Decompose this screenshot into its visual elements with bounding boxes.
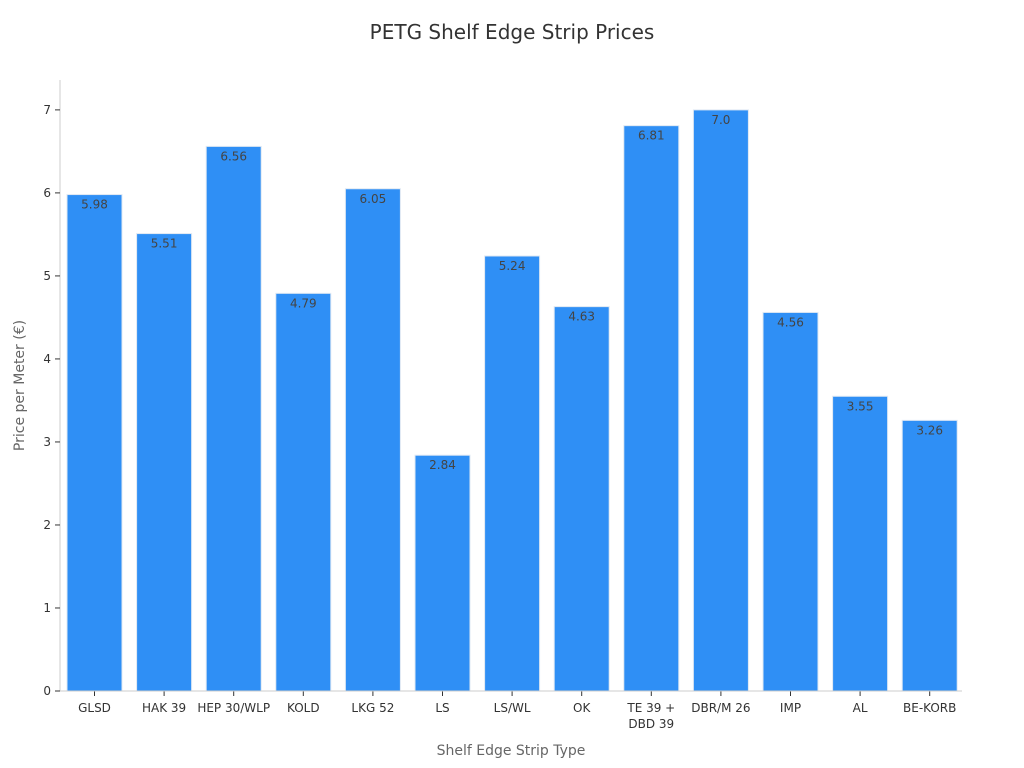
bar — [762, 311, 819, 692]
bar-value-label: 5.51 — [151, 237, 178, 251]
x-tick-label: AL — [853, 701, 868, 715]
x-tick-label: DBR/M 26 — [691, 701, 750, 715]
bar-value-label: 3.55 — [847, 399, 874, 413]
y-tick-label: 7 — [43, 103, 51, 117]
x-tick-label: TE 39 + DBD 39 — [626, 701, 675, 731]
bar — [205, 145, 262, 692]
bar-value-label: 4.56 — [777, 315, 804, 329]
bar — [136, 233, 193, 692]
y-tick-label: 1 — [43, 601, 51, 615]
x-tick-label: HEP 30/WLP — [197, 701, 270, 715]
x-tick-label: BE-KORB — [903, 701, 956, 715]
x-tick-label: LKG 52 — [351, 701, 394, 715]
bar — [66, 194, 123, 692]
bar — [484, 255, 541, 692]
x-tick-label: LS — [435, 701, 449, 715]
y-tick-label: 2 — [43, 518, 51, 532]
bar-value-label: 7.0 — [711, 113, 730, 127]
x-tick-label: KOLD — [287, 701, 320, 715]
x-tick-label: HAK 39 — [142, 701, 186, 715]
x-tick-label: IMP — [780, 701, 801, 715]
x-tick-label: OK — [573, 701, 591, 715]
y-tick-label: 3 — [43, 435, 51, 449]
bar-value-label: 4.63 — [568, 310, 595, 324]
y-tick-label: 5 — [43, 269, 51, 283]
y-tick-label: 0 — [43, 684, 51, 698]
y-tick-label: 4 — [43, 352, 51, 366]
bar-value-label: 6.81 — [638, 129, 665, 143]
bar-value-label: 6.05 — [360, 192, 387, 206]
chart-title: PETG Shelf Edge Strip Prices — [369, 20, 655, 44]
bar — [832, 395, 889, 692]
bar — [414, 454, 471, 692]
bar — [553, 306, 610, 692]
bar — [692, 109, 749, 692]
bar — [344, 188, 401, 692]
bar-value-label: 6.56 — [220, 149, 247, 163]
y-tick-label: 6 — [43, 186, 51, 200]
bar-value-label: 5.98 — [81, 198, 108, 212]
bar — [623, 125, 680, 692]
x-axis-title: Shelf Edge Strip Type — [437, 743, 586, 759]
bar-value-label: 4.79 — [290, 296, 317, 310]
bar-value-label: 5.24 — [499, 259, 526, 273]
y-axis-title: Price per Meter (€) — [12, 320, 28, 451]
x-tick-label: LS/WL — [494, 701, 531, 715]
bar — [275, 292, 332, 692]
bar — [901, 419, 958, 692]
bar-value-label: 2.84 — [429, 458, 456, 472]
bar-value-label: 3.26 — [916, 423, 943, 437]
x-tick-label: GLSD — [78, 701, 111, 715]
